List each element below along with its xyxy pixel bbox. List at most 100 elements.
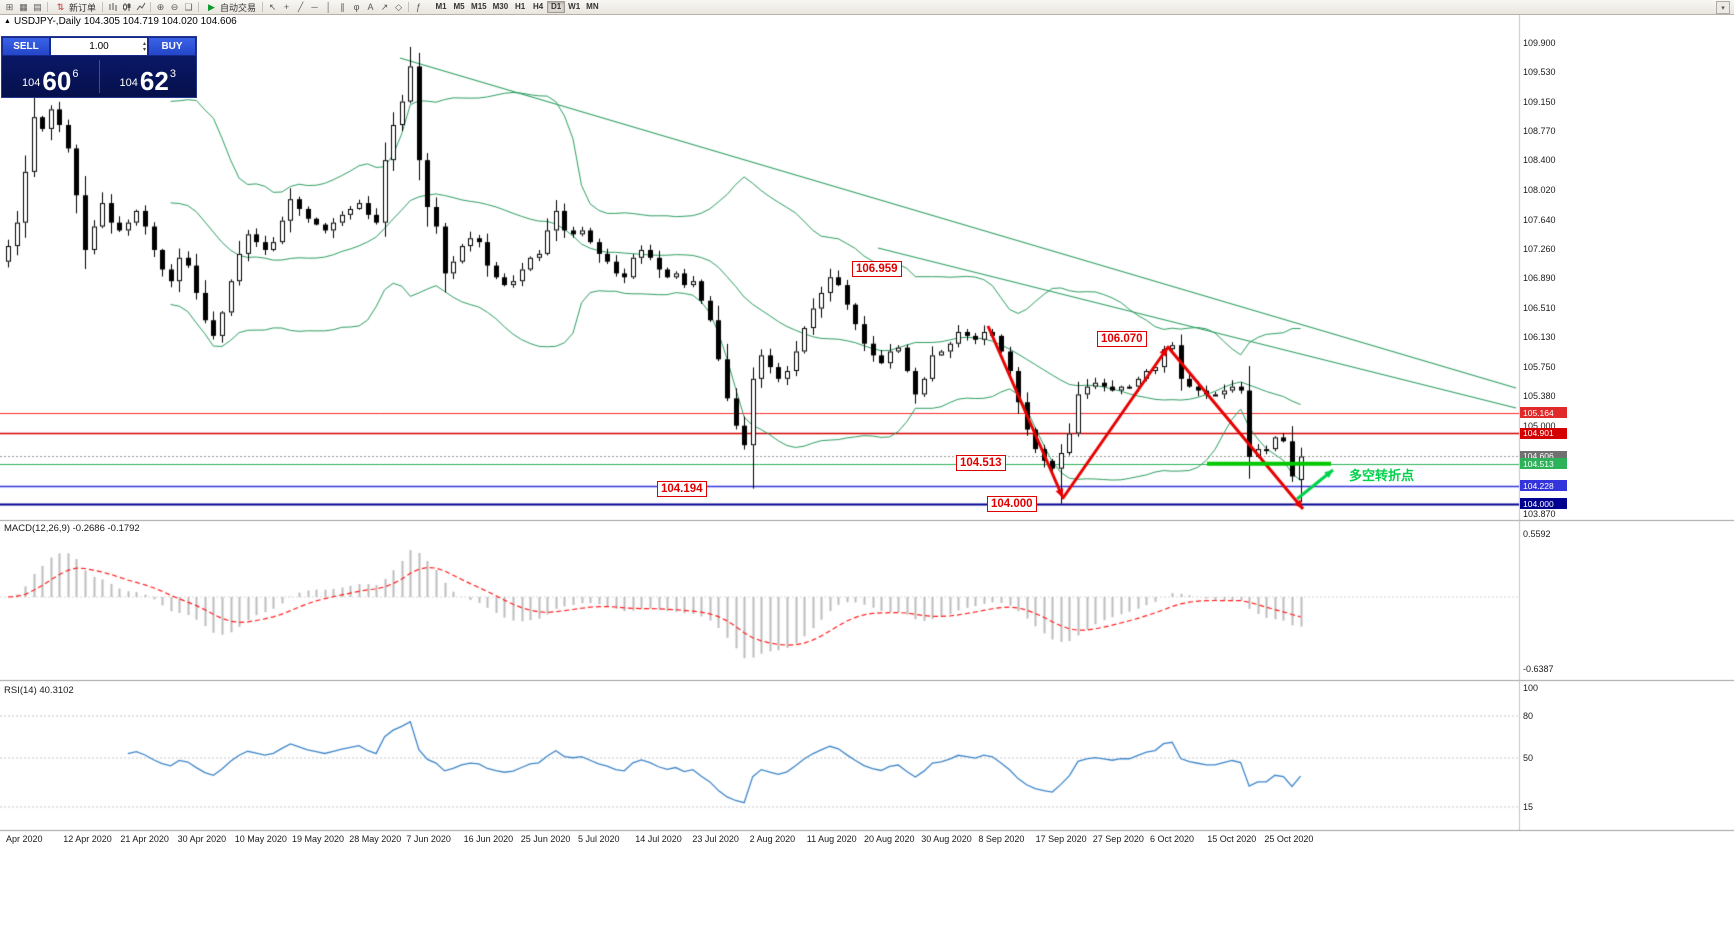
date-axis-label: 28 May 2020 bbox=[349, 834, 402, 844]
timeframe-d1-button[interactable]: D1 bbox=[547, 1, 566, 13]
date-axis-label: Apr 2020 bbox=[6, 834, 43, 844]
date-axis-label: 5 Jul 2020 bbox=[578, 834, 620, 844]
timeframe-h1-button[interactable]: H1 bbox=[511, 1, 529, 13]
bid-price[interactable]: 104 60 6 bbox=[2, 56, 99, 97]
date-axis-label: 2 Aug 2020 bbox=[749, 834, 796, 844]
macd-header: MACD(12,26,9) -0.2686 -0.1792 bbox=[4, 523, 140, 534]
line-chart-icon[interactable] bbox=[134, 1, 147, 13]
price-axis-label: 106.890 bbox=[1523, 273, 1556, 284]
candlestick-chart-icon[interactable] bbox=[120, 1, 133, 13]
sell-button[interactable]: SELL bbox=[2, 37, 50, 56]
main-toolbar: ⊞ ▦ ▤ ⇅ 新订单 ⊕ ⊖ ❏ ▶ 自动交易 ↖ + ╱ ─ │ ∥ bbox=[0, 0, 1734, 15]
timeframe-m30-button[interactable]: M30 bbox=[490, 1, 512, 13]
price-annotation-106.959[interactable]: 106.959 bbox=[852, 261, 902, 277]
price-axis-label: 106.130 bbox=[1523, 332, 1556, 343]
trendline-icon[interactable]: ╱ bbox=[297, 1, 304, 12]
symbol-period-label: USDJPY-,Daily bbox=[13, 16, 81, 27]
price-tag-104.606[interactable]: 104.606 bbox=[1520, 450, 1567, 462]
buy-button[interactable]: BUY bbox=[148, 37, 196, 56]
date-axis-label: 15 Oct 2020 bbox=[1207, 834, 1257, 844]
date-axis-label: 10 May 2020 bbox=[234, 834, 287, 844]
date-axis-label: 30 Apr 2020 bbox=[177, 834, 227, 844]
date-axis-label: 25 Jun 2020 bbox=[520, 834, 571, 844]
price-axis-label: 105.750 bbox=[1523, 362, 1556, 373]
new-chart-icon[interactable]: ⊞ bbox=[5, 1, 14, 12]
text-label-icon[interactable]: A bbox=[367, 1, 374, 12]
auto-trading-button[interactable]: ▶ 自动交易 bbox=[202, 1, 259, 13]
toolbar-overflow-button[interactable]: ▾ bbox=[1716, 1, 1730, 14]
price-annotation-104.194[interactable]: 104.194 bbox=[657, 481, 707, 497]
date-axis-label: 8 Sep 2020 bbox=[978, 834, 1025, 844]
bar-chart-icon[interactable] bbox=[106, 1, 119, 13]
timeframe-m15-button[interactable]: M15 bbox=[468, 1, 490, 13]
price-tag-104.228[interactable]: 104.228 bbox=[1520, 480, 1567, 492]
tile-windows-icon[interactable]: ❏ bbox=[184, 1, 193, 12]
arrow-tool-icon[interactable]: ↗ bbox=[380, 1, 389, 12]
price-tag-104.901[interactable]: 104.901 bbox=[1520, 427, 1567, 439]
bid-big-digits: 60 bbox=[42, 65, 72, 96]
oneclick-collapse-triangle[interactable]: ▲ bbox=[4, 18, 11, 25]
date-axis-label: 11 Aug 2020 bbox=[806, 834, 857, 844]
price-annotation-106.070[interactable]: 106.070 bbox=[1097, 331, 1147, 347]
price-annotation-104.513[interactable]: 104.513 bbox=[956, 455, 1006, 471]
volume-field[interactable]: ▴ ▾ bbox=[50, 37, 148, 56]
date-axis-label: 30 Aug 2020 bbox=[921, 834, 972, 844]
turning-point-label[interactable]: 多空转折点 bbox=[1349, 468, 1415, 483]
date-axis-label: 21 Apr 2020 bbox=[120, 834, 169, 844]
ask-main-digits: 104 bbox=[119, 77, 138, 89]
cursor-icon[interactable]: ↖ bbox=[268, 1, 277, 12]
ask-big-digits: 62 bbox=[139, 65, 169, 96]
toolbar-separator bbox=[262, 2, 264, 12]
volume-input[interactable] bbox=[65, 41, 133, 52]
toolbar-separator bbox=[150, 2, 152, 12]
timeframe-m1-button[interactable]: M1 bbox=[432, 1, 450, 13]
zoom-out-icon[interactable]: ⊖ bbox=[170, 1, 179, 12]
ohlc-values: 104.305 104.719 104.020 104.606 bbox=[83, 16, 237, 27]
toolbar-separator bbox=[198, 2, 200, 12]
new-order-icon: ⇅ bbox=[56, 1, 65, 12]
price-divider bbox=[98, 60, 100, 93]
price-tag-104.000[interactable]: 104.000 bbox=[1520, 498, 1567, 510]
zoom-in-icon[interactable]: ⊕ bbox=[156, 1, 165, 12]
price-annotation-104.000[interactable]: 104.000 bbox=[987, 496, 1037, 512]
ask-price[interactable]: 104 62 3 bbox=[100, 56, 197, 97]
rsi-axis-label: 100 bbox=[1523, 683, 1539, 693]
timeframe-m5-button[interactable]: M5 bbox=[450, 1, 468, 13]
macd-axis-label: -0.6387 bbox=[1523, 664, 1554, 675]
date-axis-label: 16 Jun 2020 bbox=[463, 834, 514, 844]
shapes-icon[interactable]: ◇ bbox=[395, 1, 402, 12]
timeframe-h4-button[interactable]: H4 bbox=[529, 1, 547, 13]
price-axis-label: 105.000 bbox=[1523, 420, 1556, 431]
rsi-axis-label: 80 bbox=[1523, 711, 1534, 721]
timeframe-mn-button[interactable]: MN bbox=[583, 1, 601, 13]
rsi-axis-label: 15 bbox=[1523, 802, 1534, 812]
date-axis-label: 14 Jul 2020 bbox=[635, 834, 682, 844]
toolbar-separator bbox=[408, 2, 410, 12]
price-axis-label: 107.260 bbox=[1523, 244, 1556, 255]
volume-down-button[interactable]: ▾ bbox=[142, 46, 146, 53]
bid-main-digits: 104 bbox=[22, 77, 41, 89]
one-click-trading-panel: SELL ▴ ▾ BUY 104 60 6 104 62 3 bbox=[1, 36, 197, 98]
volume-up-button[interactable]: ▴ bbox=[142, 40, 146, 47]
volume-stepper: ▴ ▾ bbox=[143, 38, 146, 55]
timeframe-w1-button[interactable]: W1 bbox=[565, 1, 583, 13]
indicators-icon[interactable]: ƒ bbox=[416, 1, 422, 12]
horizontal-line-icon[interactable]: ─ bbox=[311, 1, 318, 12]
crosshair-icon[interactable]: + bbox=[283, 1, 290, 12]
fibonacci-icon[interactable]: φ bbox=[353, 1, 360, 12]
window-list-icon[interactable]: ▤ bbox=[33, 1, 42, 12]
new-order-button[interactable]: ⇅ 新订单 bbox=[51, 1, 99, 13]
vertical-line-icon[interactable]: │ bbox=[325, 1, 332, 12]
trade-controls-row: SELL ▴ ▾ BUY bbox=[2, 37, 196, 56]
chart-profiles-icon[interactable]: ▦ bbox=[19, 1, 28, 12]
channel-icon[interactable]: ∥ bbox=[340, 1, 345, 12]
price-tag-104.513[interactable]: 104.513 bbox=[1520, 458, 1567, 470]
date-axis-label: 12 Apr 2020 bbox=[63, 834, 112, 844]
price-tag-105.164[interactable]: 105.164 bbox=[1520, 407, 1567, 419]
price-axis-label: 105.380 bbox=[1523, 391, 1556, 401]
auto-trading-play-icon: ▶ bbox=[208, 1, 215, 12]
